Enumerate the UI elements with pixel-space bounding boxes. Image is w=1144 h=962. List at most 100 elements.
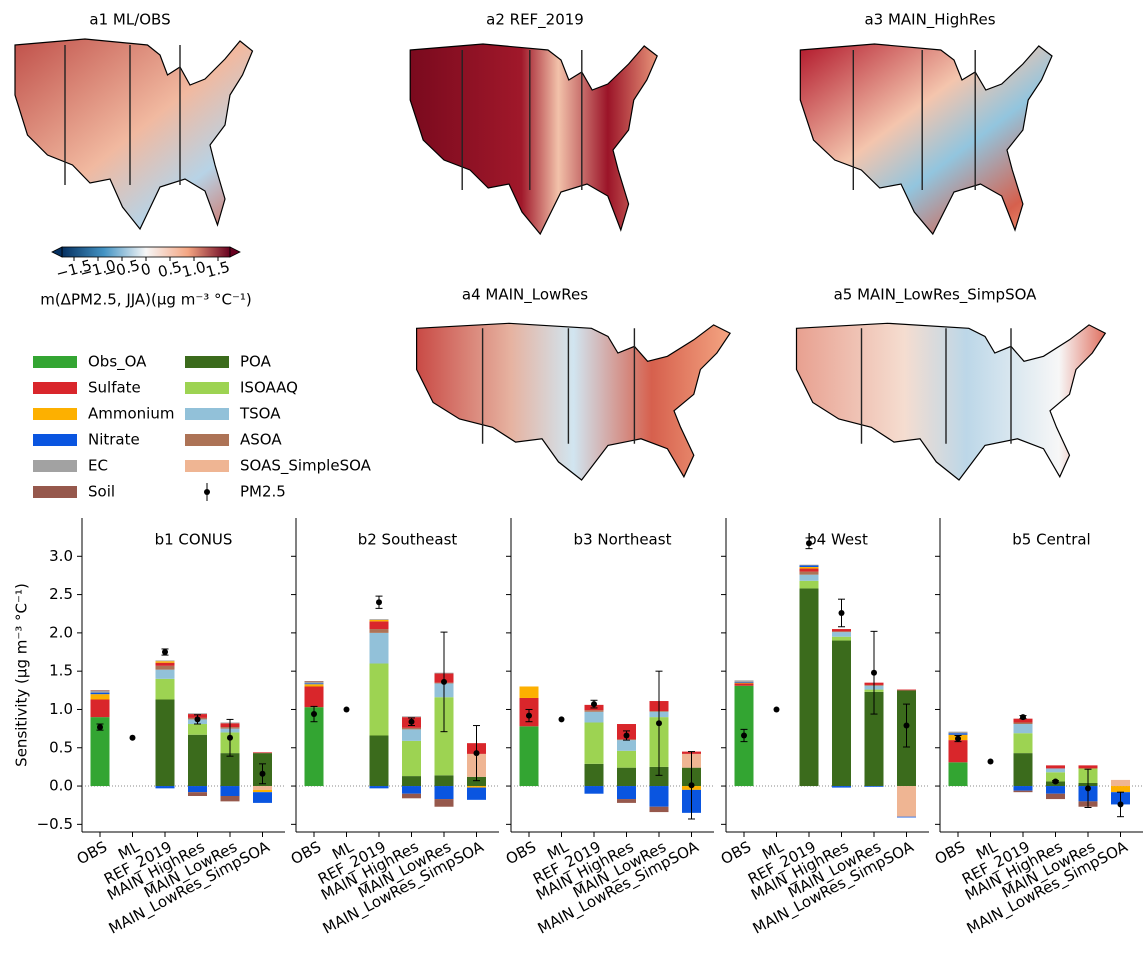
pm-point [871, 669, 877, 676]
bar-segment [90, 694, 110, 700]
legend-swatch [185, 382, 229, 394]
bar-segment [188, 734, 207, 787]
map [409, 43, 658, 236]
maps: a1 ML/OBS a2 REF_2019 a3 MAIN_HighRes a4 MA… [14, 11, 1107, 481]
bar-segment [369, 621, 389, 630]
x-tick-label: OBS [503, 838, 539, 869]
map-title: a4 MAIN_LowRes [462, 286, 588, 305]
bar-segment [434, 786, 454, 800]
bar-segment [220, 786, 240, 797]
legend-label: ISOAAQ [240, 379, 298, 397]
map-title: a1 ML/OBS [89, 11, 170, 29]
bar-segment [519, 726, 539, 787]
pm-point [259, 770, 266, 777]
bar-segment [304, 683, 324, 685]
bar-segment [1046, 768, 1065, 773]
y-tick-label: 0.5 [49, 738, 73, 756]
pm-point [741, 732, 747, 739]
y-tick-label: 3.0 [49, 547, 73, 565]
bar-segment [1013, 724, 1033, 734]
legend-label: Nitrate [88, 431, 140, 449]
map [799, 43, 1053, 236]
bar-segment [155, 665, 175, 670]
bar-segment [584, 711, 604, 723]
bar-segment [253, 789, 272, 793]
bar-segment [897, 786, 916, 817]
colorbar-tick-label: 0.5 [156, 258, 184, 282]
legend-swatch [185, 356, 229, 368]
y-tick-label: 1.5 [49, 662, 73, 680]
chart-title: b5 Central [1012, 531, 1090, 549]
chart-title: b1 CONUS [155, 531, 233, 549]
pm-point [526, 712, 532, 719]
bar-segment [467, 787, 486, 800]
map [795, 322, 1107, 481]
bar-segment [584, 710, 604, 712]
bar-segment [519, 686, 539, 698]
x-tick-label: OBS [74, 838, 110, 869]
legend-label: EC [88, 457, 108, 475]
bar-segment [864, 691, 884, 787]
bar-segment [617, 740, 636, 751]
pm-point [623, 732, 630, 739]
bar-segment [832, 786, 851, 788]
bar-segment [584, 722, 604, 764]
bar-segment [799, 568, 819, 572]
legend-swatch [33, 486, 77, 498]
colorbar-extend [51, 246, 63, 258]
bar-segment [1046, 765, 1065, 769]
bar-segment [90, 690, 110, 692]
bar-segment [467, 776, 486, 787]
bar-segment [1111, 779, 1130, 787]
map [416, 322, 731, 481]
bar-segment [734, 682, 754, 684]
bar-segment [832, 632, 851, 637]
colorbar-tick-label: 1.5 [204, 258, 232, 282]
bar-segment [897, 816, 916, 818]
bar-segment [253, 752, 272, 754]
legend-swatch [33, 434, 77, 446]
legend-swatch [33, 460, 77, 472]
bar-segment [948, 733, 968, 735]
bar-segment [434, 775, 454, 787]
bar-segment [1013, 753, 1033, 787]
legend-point [204, 489, 210, 495]
legend-swatch [185, 408, 229, 420]
bar-segment [155, 786, 175, 789]
bar-segment [467, 786, 486, 788]
pm-point [441, 678, 447, 685]
pm-point [558, 716, 565, 723]
bar-segment [220, 753, 240, 787]
bar-segment [799, 580, 819, 589]
bar-segment [1046, 793, 1065, 800]
chart-title: b3 Northeast [574, 531, 672, 549]
bar-segment [253, 792, 272, 803]
bar-segment [188, 713, 207, 715]
bar-segment [155, 699, 175, 787]
colorbar-tick-label: 0 [139, 260, 153, 280]
bar-segment [617, 786, 636, 800]
bar-segment [799, 567, 819, 569]
legend-swatch [185, 434, 229, 446]
legend-label: Obs_OA [88, 353, 147, 372]
bar-segment [253, 786, 272, 790]
legend-label: ASOA [240, 431, 282, 449]
bar-segment [402, 793, 421, 799]
bar-segment [90, 692, 110, 695]
bar-segment [1013, 718, 1033, 723]
bar-segment [584, 763, 604, 787]
y-tick-label: 2.0 [49, 623, 73, 641]
bar-segment [402, 729, 421, 741]
legend-swatch [185, 460, 229, 472]
bar-segment [864, 786, 884, 787]
y-tick-label: 2.5 [49, 585, 73, 603]
bar-segment [369, 786, 389, 789]
legend-label: Ammonium [88, 405, 174, 423]
bar-segment [304, 686, 324, 708]
chart-title: b2 Southeast [358, 531, 458, 549]
bar-segment [1013, 790, 1033, 793]
bar-segment [734, 683, 754, 686]
bar-segment [948, 731, 968, 734]
colorbar-label: m(ΔPM2.5, JJA)(μg m⁻³ °C⁻¹) [40, 291, 252, 309]
legend-swatch [33, 382, 77, 394]
